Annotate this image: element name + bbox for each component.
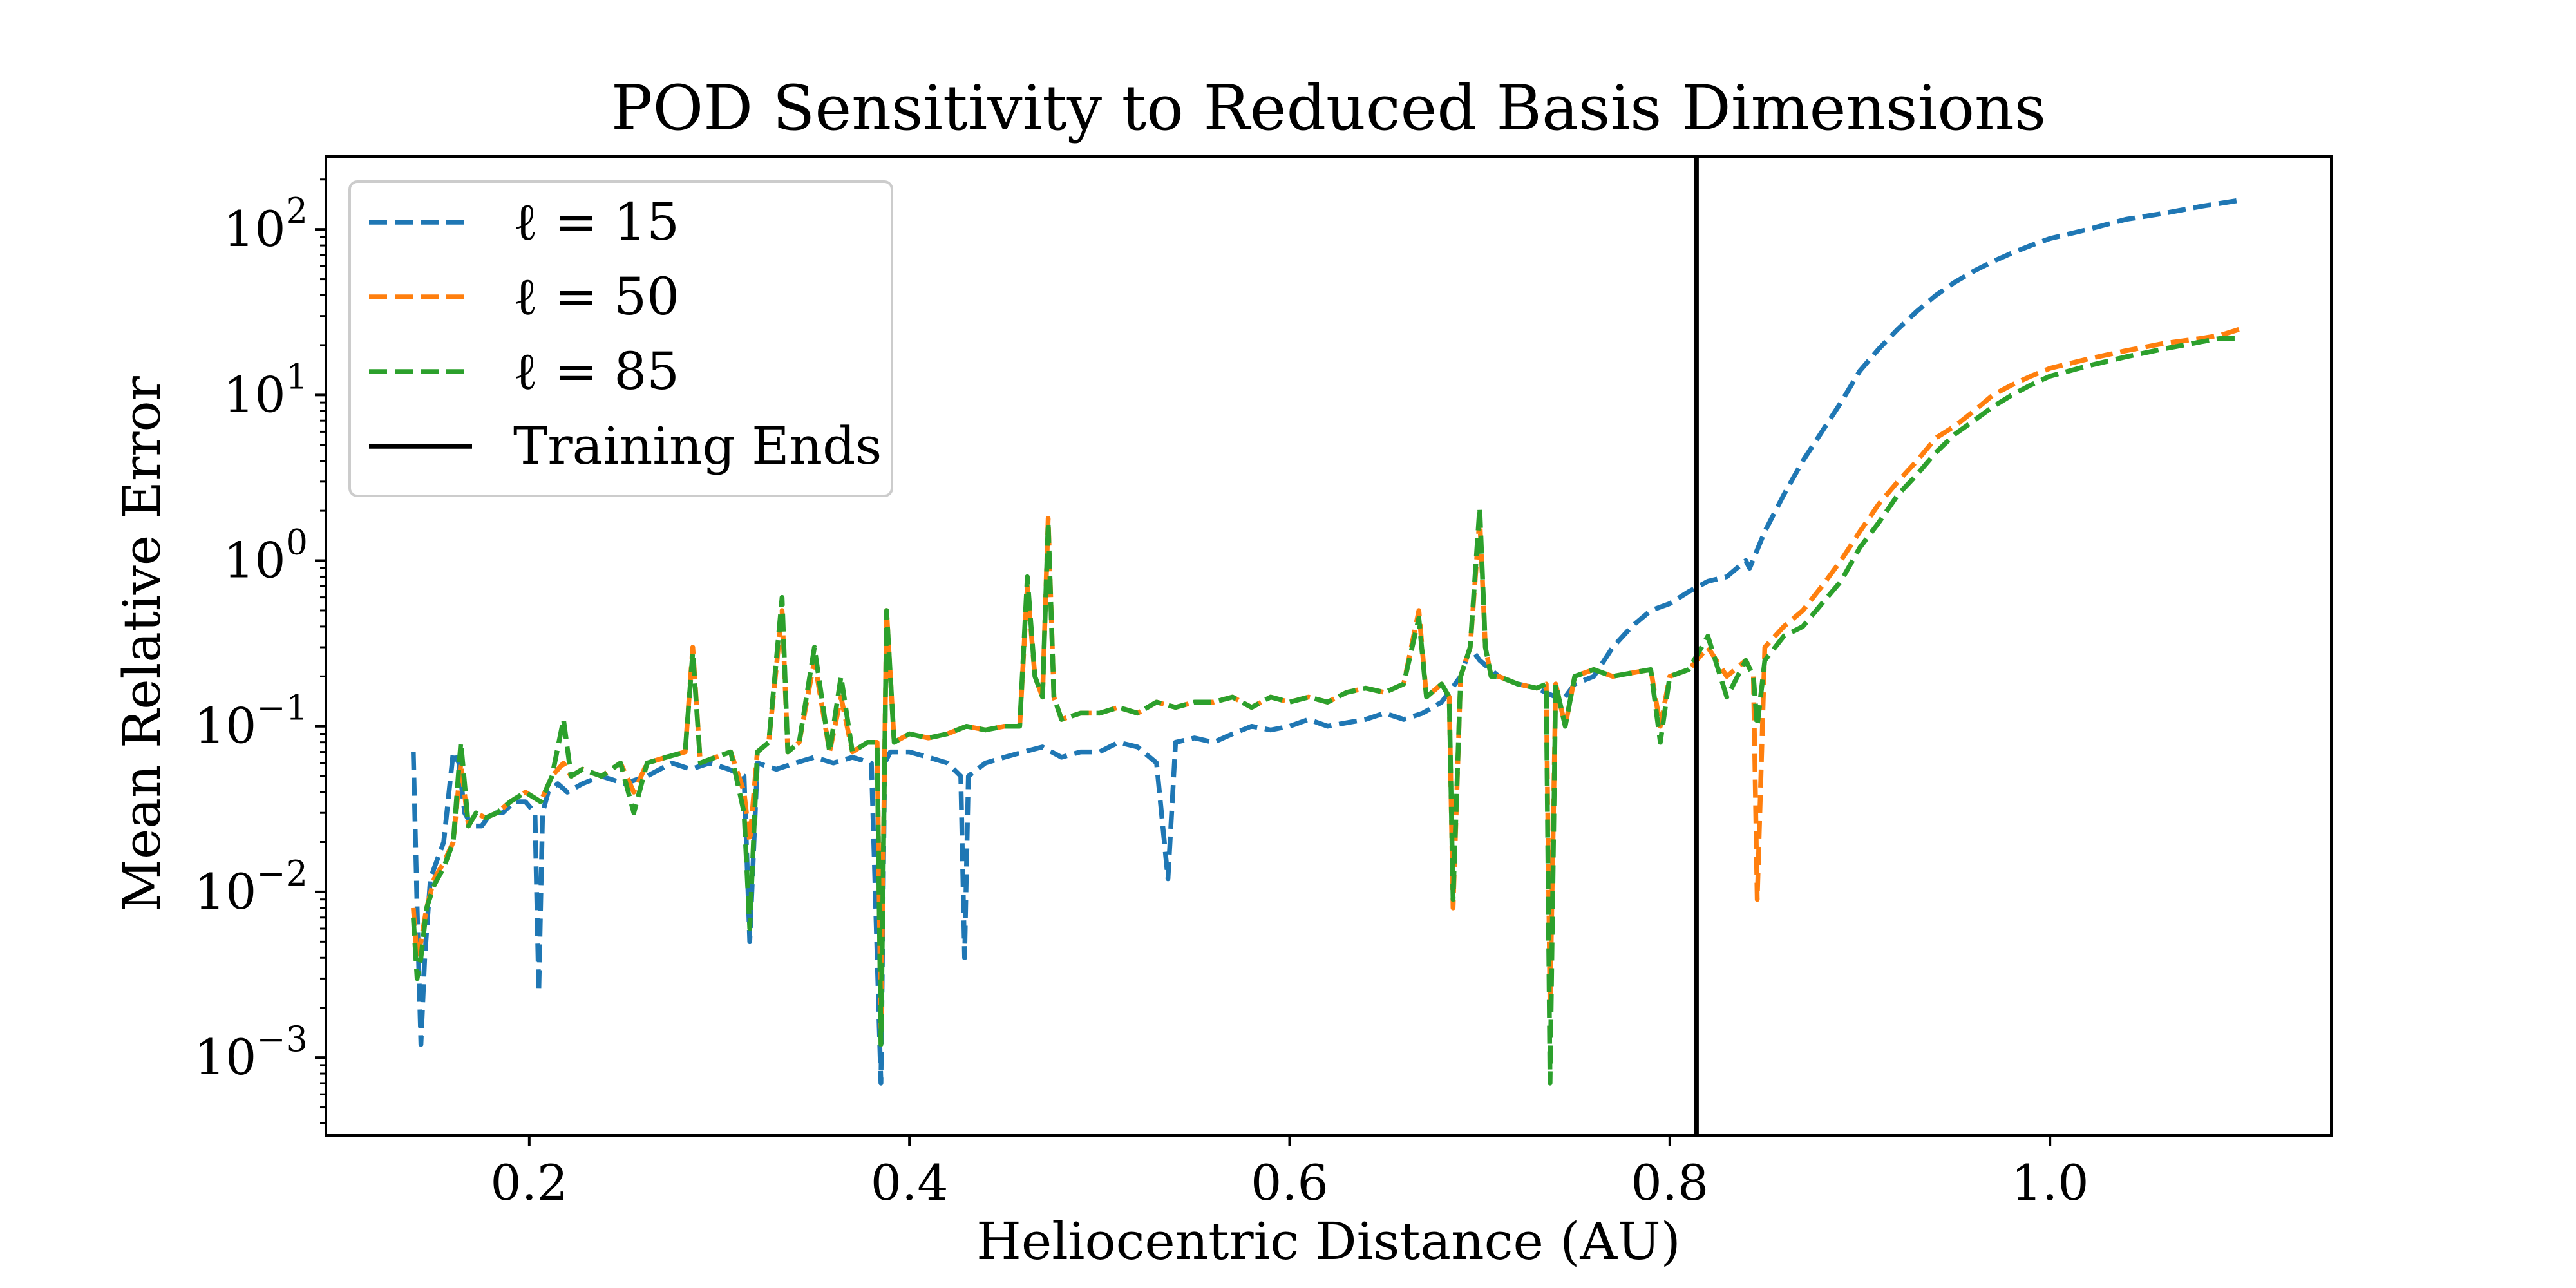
legend-label-4: Training Ends [513,416,882,476]
y-axis-label: Mean Relative Error [112,375,172,912]
x-axis-label: Heliocentric Distance (AU) [976,1211,1681,1271]
x-axis: 0.2 0.4 0.6 0.8 1.0 [490,1135,2089,1211]
series-line-1 [411,198,2240,1086]
y-tick-label: 101 [223,356,308,423]
legend-frame [348,180,893,497]
y-tick-label: 10−1 [194,688,308,755]
x-tick-label: 1.0 [2011,1154,2089,1211]
legend-label-3: ℓ = 85 [513,341,679,401]
x-tick-label: 0.4 [871,1154,949,1211]
series-line-3 [411,336,2240,1086]
x-tick-label: 0.8 [1631,1154,1709,1211]
y-tick-label: 10−3 [194,1019,308,1086]
y-tick-label: 100 [223,522,308,589]
plot-lines [411,198,2241,1086]
chart-title: POD Sensitivity to Reduced Basis Dimensi… [611,72,2046,144]
plot-frame [325,155,2333,1137]
y-axis: 10−3 10−2 10−1 100 101 102 [194,178,326,1124]
y-tick-label: 102 [223,191,308,258]
legend: ℓ = 15 ℓ = 50 ℓ = 85 Training Ends [348,180,893,497]
x-tick-label: 0.2 [490,1154,568,1211]
x-tick-label: 0.6 [1251,1154,1329,1211]
y-tick-label: 10−2 [194,853,308,920]
legend-label-2: ℓ = 50 [513,267,679,327]
legend-label-1: ℓ = 15 [513,192,679,252]
